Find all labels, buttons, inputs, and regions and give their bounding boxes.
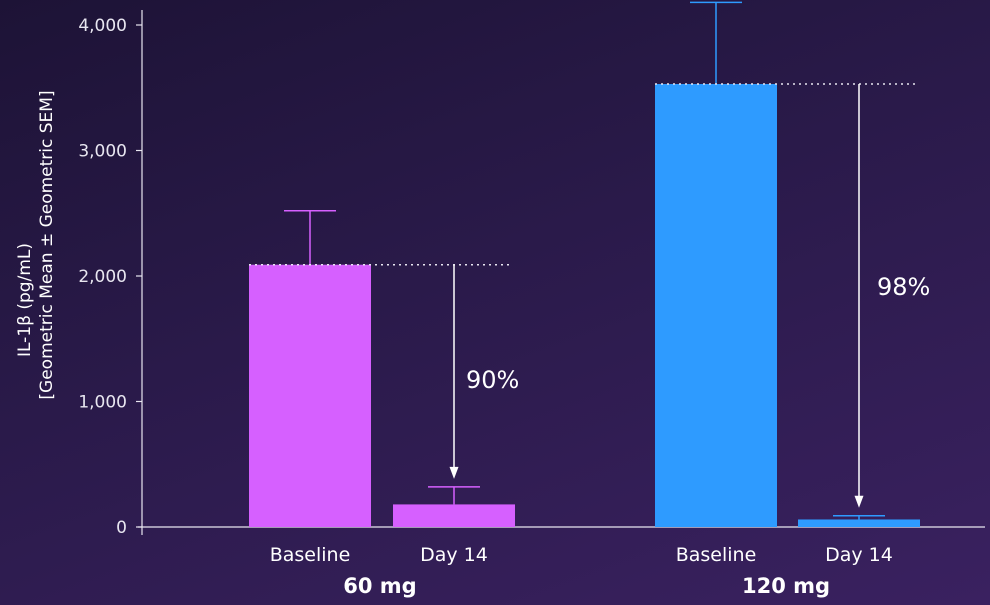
category-label: Day 14 xyxy=(420,544,488,566)
y-tick-label: 0 xyxy=(116,518,127,538)
category-labels: Baseline Day 14 90% 60 mg Baseline Day 14 98% 1… xyxy=(270,273,931,598)
reduction-arrow-head xyxy=(854,495,864,508)
bar xyxy=(798,519,920,527)
bar xyxy=(655,83,777,528)
group-label: 120 mg xyxy=(742,574,830,598)
reduction-percent-label: 98% xyxy=(877,273,930,301)
bars xyxy=(249,1,920,528)
bar xyxy=(393,504,515,527)
y-tick-label: 1,000 xyxy=(78,393,127,413)
group-label: 60 mg xyxy=(343,574,416,598)
y-axis-title: IL-1β (pg/mL) [Geometric Mean ± Geometri… xyxy=(15,90,57,399)
y-axis-label-line1: IL-1β (pg/mL) xyxy=(15,243,35,357)
category-label: Baseline xyxy=(270,544,351,566)
y-tick-label: 2,000 xyxy=(78,267,127,287)
reduction-percent-label: 90% xyxy=(466,366,519,394)
y-ticks: 0 1,000 2,000 3,000 4,000 xyxy=(78,16,142,538)
bar xyxy=(249,264,371,527)
category-label: Day 14 xyxy=(825,544,893,566)
y-tick-label: 4,000 xyxy=(78,16,127,36)
y-tick-label: 3,000 xyxy=(78,142,127,162)
reduction-arrow-head xyxy=(449,466,459,479)
category-label: Baseline xyxy=(676,544,757,566)
y-axis-label-line2: [Geometric Mean ± Geometric SEM] xyxy=(37,90,57,399)
